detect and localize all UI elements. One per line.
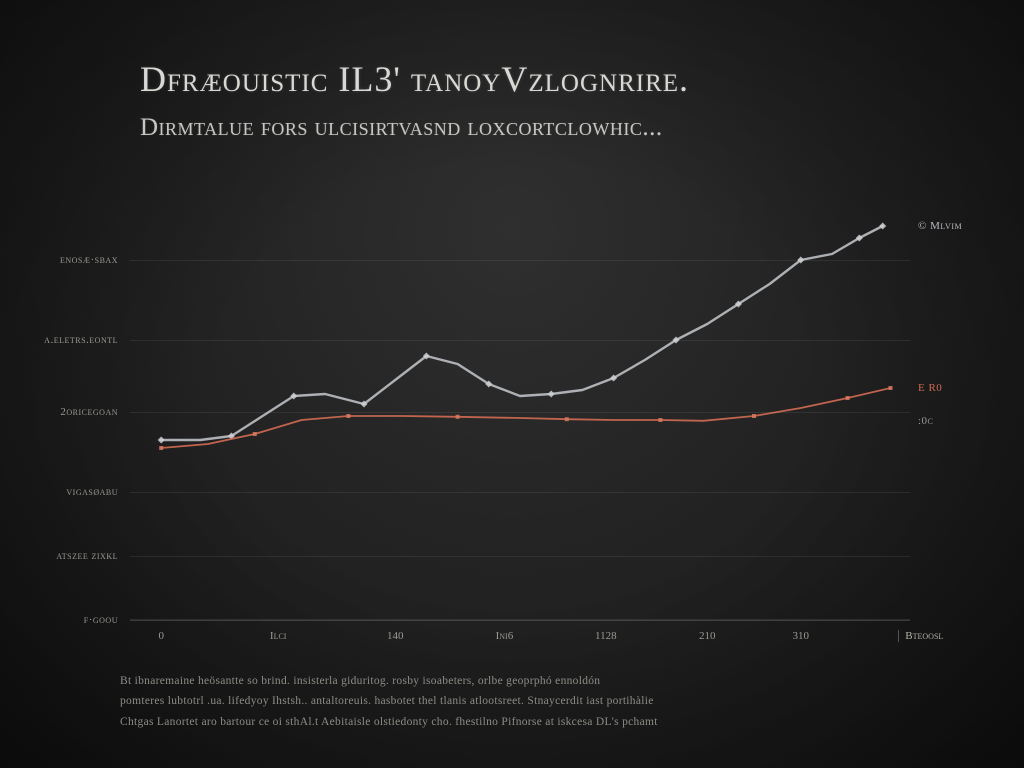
series-marker-secondary [346,414,350,418]
y-axis-label: a.eletrs.eontl [44,334,118,346]
line-chart: f·goouatszee zixklvigasøabu2oricegoana.e… [130,220,910,620]
y-gridline [130,260,910,261]
x-axis-label: 1128 [595,630,617,642]
footer-line: pomteres lubtotrl .ua. lifedyoy Ihstsh..… [120,692,964,710]
y-axis-label: enosæ·sbax [60,254,118,266]
x-axis-label: 140 [387,630,404,642]
series-line-secondary [161,388,890,448]
x-axis-label: 0 [158,630,164,642]
series-marker-primary [158,436,165,443]
legend-secondary: E R0 [918,382,942,394]
x-axis-label: Ini6 [496,630,514,642]
series-marker-secondary [253,432,257,436]
footer-line: Bt ibnaremaine heösantte so brind. insis… [120,672,964,690]
series-marker-primary [548,390,555,397]
y-axis-label: atszee zixkl [56,550,118,562]
series-marker-secondary [846,396,850,400]
legend-primary: © Mlvim [918,220,962,232]
footer-caption: Bt ibnaremaine heösantte so brind. insis… [120,672,964,733]
x-axis-label: 210 [699,630,716,642]
series-marker-secondary [889,386,893,390]
y-gridline [130,620,910,621]
title-block: Dfræouistic IL3' tanoyVzlognrire. Dirmta… [140,58,944,142]
x-axis-label: Bteoosl [898,630,943,642]
series-marker-secondary [565,417,569,421]
y-gridline [130,340,910,341]
y-axis-label: vigasøabu [66,486,118,498]
footer-line: Chtgas Lanortet aro bartour ce oi sthAl.… [120,713,964,731]
series-marker-secondary [159,446,163,450]
right-side-label: :0c [918,415,933,427]
x-axis-label: Ilci [270,630,287,642]
series-line-primary [161,226,883,440]
series-marker-secondary [658,418,662,422]
x-axis-label: 310 [793,630,810,642]
y-gridline [130,492,910,493]
y-gridline [130,412,910,413]
chart-svg [130,220,910,620]
series-marker-secondary [456,415,460,419]
y-axis-label: 2oricegoan [60,406,118,418]
y-axis-label: f·goou [84,614,118,626]
title-line-2: Dirmtalue fors ulcisirtvasnd loxcortclow… [140,114,944,142]
title-line-1: Dfræouistic IL3' tanoyVzlognrire. [140,58,944,100]
series-marker-secondary [752,414,756,418]
y-gridline [130,556,910,557]
